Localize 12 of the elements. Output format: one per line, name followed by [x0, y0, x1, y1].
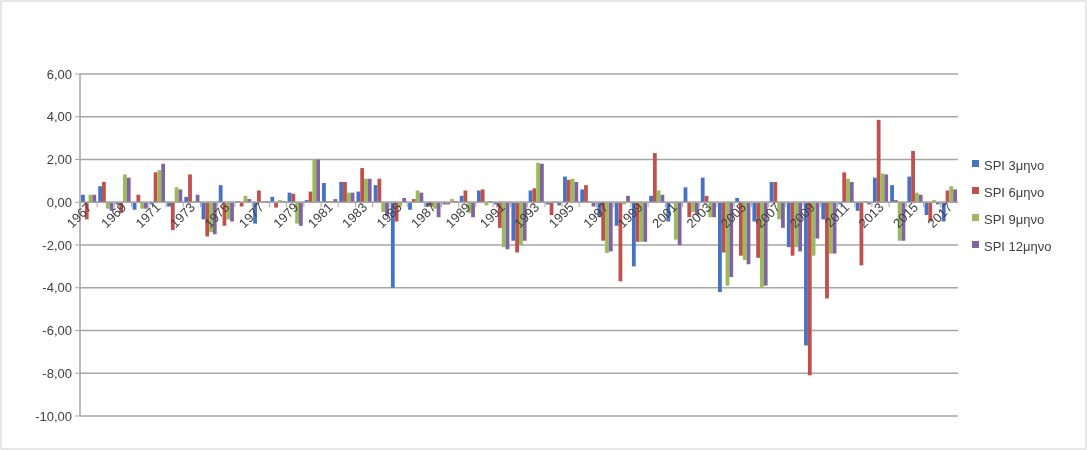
legend-label: SPI 3μηνο — [984, 157, 1045, 173]
y-tick-label: -10,00 — [35, 408, 72, 424]
y-tick-label: -2,00 — [42, 237, 72, 253]
y-tick-label: 2,00 — [46, 152, 72, 168]
y-tick-label: -6,00 — [42, 323, 72, 339]
legend-label: SPI 6μηνο — [984, 184, 1045, 200]
y-tick-label: 6,00 — [46, 66, 72, 82]
y-tick-label: -4,00 — [42, 280, 72, 296]
y-tick-label: 4,00 — [46, 109, 72, 125]
y-tick-label: -8,00 — [42, 365, 72, 381]
legend-label: SPI 12μηνο — [984, 238, 1052, 254]
legend-label: SPI 9μηνο — [984, 211, 1045, 227]
